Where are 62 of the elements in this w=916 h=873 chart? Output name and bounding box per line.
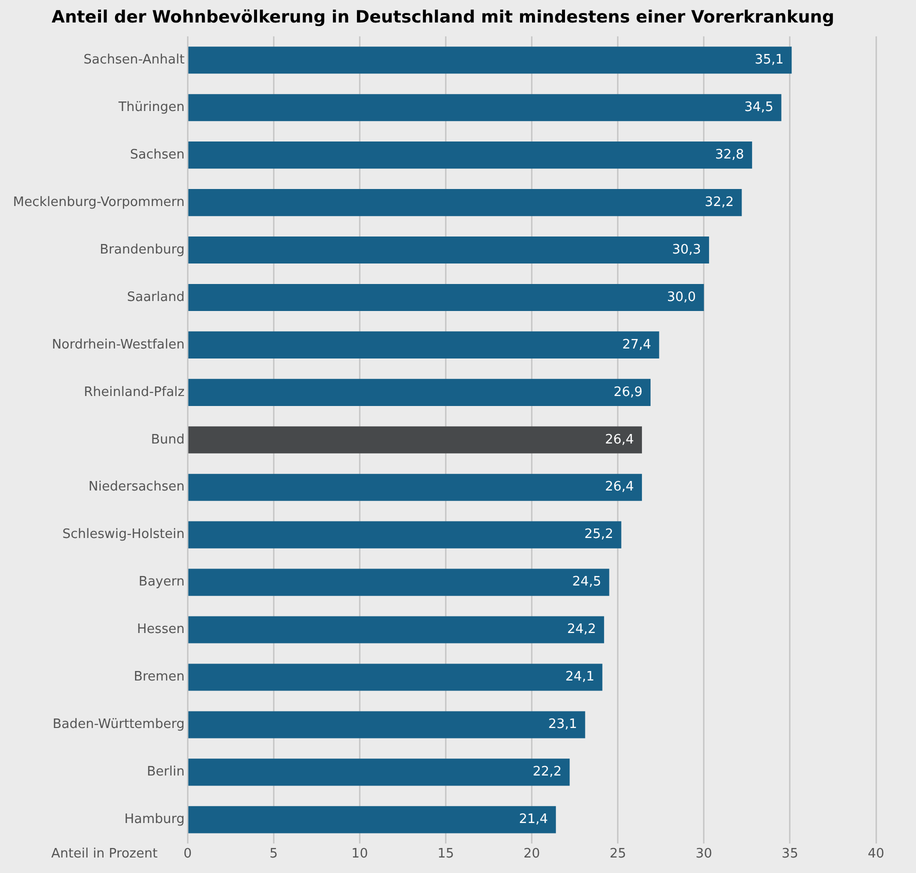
y-tick-label: Bayern	[138, 574, 185, 590]
bar	[188, 521, 622, 548]
x-tick-label: 10	[351, 846, 368, 862]
data-label: 35,1	[754, 52, 784, 68]
y-tick-label: Berlin	[146, 764, 185, 780]
bar	[188, 378, 651, 406]
y-tick-label: Bremen	[134, 670, 185, 685]
data-label: 26,9	[614, 384, 643, 400]
data-label: 27,4	[622, 337, 652, 352]
bar	[188, 664, 602, 691]
bar	[188, 284, 704, 312]
y-tick-label: Brandenburg	[100, 242, 185, 258]
data-label: 24,5	[572, 574, 602, 590]
data-label: 30,3	[672, 242, 702, 258]
data-label: 26,4	[604, 480, 634, 495]
x-tick-label: 35	[782, 846, 798, 862]
y-tick-label: Sachsen-Anhalt	[84, 52, 185, 68]
data-label: 24,2	[567, 622, 596, 638]
chart-title: Anteil der Wohnbevölkerung in Deutschland mit mindestens einer Vorerkrankung	[52, 8, 834, 28]
data-label: 25,2	[584, 527, 614, 542]
y-tick-label: Hamburg	[124, 812, 185, 828]
data-label: 23,1	[548, 717, 578, 732]
y-tick-label: Hessen	[137, 622, 185, 638]
data-label: 30,0	[666, 290, 696, 305]
data-label: 26,4	[604, 432, 634, 448]
y-tick-label: Mecklenburg-Vorpommern	[12, 194, 185, 210]
bar	[188, 568, 610, 596]
y-tick-label: Nordrhein-Westfalen	[52, 337, 185, 352]
y-tick-label: Schleswig-Holstein	[62, 527, 185, 542]
data-label: 32,2	[704, 194, 734, 210]
y-tick-label: Baden-Württemberg	[52, 717, 185, 732]
y-tick-label: Rheinland-Pfalz	[84, 384, 185, 400]
y-tick-label: Saarland	[126, 290, 185, 305]
data-label: 34,5	[744, 100, 774, 115]
bar	[188, 758, 570, 786]
bar	[188, 142, 752, 169]
data-label: 32,8	[715, 147, 744, 162]
x-axis-title: Anteil in Prozent	[51, 846, 158, 862]
y-tick-label: Thüringen	[117, 100, 185, 115]
bar	[188, 189, 742, 216]
data-label: 21,4	[518, 812, 548, 828]
x-tick-label: 40	[868, 846, 884, 862]
x-tick-label: 20	[524, 846, 540, 862]
bar	[188, 94, 782, 122]
bar	[188, 426, 642, 454]
x-tick-label: 30	[696, 846, 712, 862]
bar	[188, 331, 660, 358]
bar	[188, 46, 792, 74]
bar	[188, 806, 556, 834]
bar	[188, 616, 604, 644]
x-tick-label: 5	[270, 846, 278, 862]
y-tick-label: Bund	[150, 432, 185, 448]
y-tick-label: Niedersachsen	[88, 480, 185, 495]
y-tick-label: Sachsen	[130, 147, 185, 162]
bar	[188, 474, 642, 501]
bar	[188, 711, 586, 738]
x-tick-label: 0	[183, 846, 192, 862]
data-label: 24,1	[565, 670, 594, 685]
x-tick-label: 15	[437, 846, 454, 862]
data-label: 22,2	[532, 764, 562, 780]
x-tick-label: 25	[610, 846, 626, 862]
bar	[188, 236, 710, 264]
